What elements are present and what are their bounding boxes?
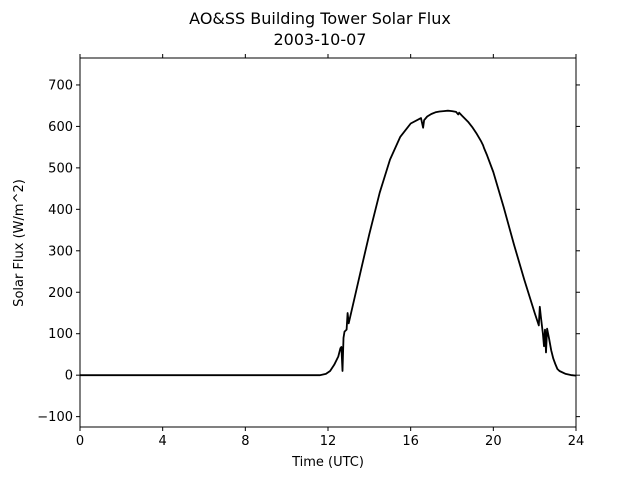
chart-subtitle: 2003-10-07 [274, 30, 367, 49]
x-tick-label: 24 [568, 434, 585, 449]
x-tick-label: 12 [320, 434, 337, 449]
y-tick-label: −100 [37, 410, 73, 425]
y-tick-label: 500 [48, 161, 73, 176]
y-axis-label: Solar Flux (W/m^2) [12, 179, 27, 307]
series-line [80, 109, 577, 377]
y-tick-label: 400 [48, 203, 73, 218]
y-tick-label: 200 [48, 286, 73, 301]
y-axis-ticks: −100 0 100 200 300 400 500 600 700 [37, 78, 580, 425]
y-tick-label: 700 [48, 78, 73, 93]
x-tick-label: 4 [159, 434, 167, 449]
x-axis-label: Time (UTC) [291, 455, 364, 470]
x-tick-label: 16 [402, 434, 419, 449]
x-tick-label: 0 [76, 434, 84, 449]
x-tick-label: 8 [241, 434, 249, 449]
y-tick-label: 600 [48, 120, 73, 135]
chart-title: AO&SS Building Tower Solar Flux [189, 9, 451, 28]
y-tick-label: 100 [48, 327, 73, 342]
y-tick-label: 300 [48, 244, 73, 259]
x-axis-ticks: 0 4 8 12 16 20 24 [76, 54, 584, 449]
series-group [80, 109, 577, 377]
y-tick-label: 0 [65, 369, 73, 384]
x-tick-label: 20 [485, 434, 502, 449]
